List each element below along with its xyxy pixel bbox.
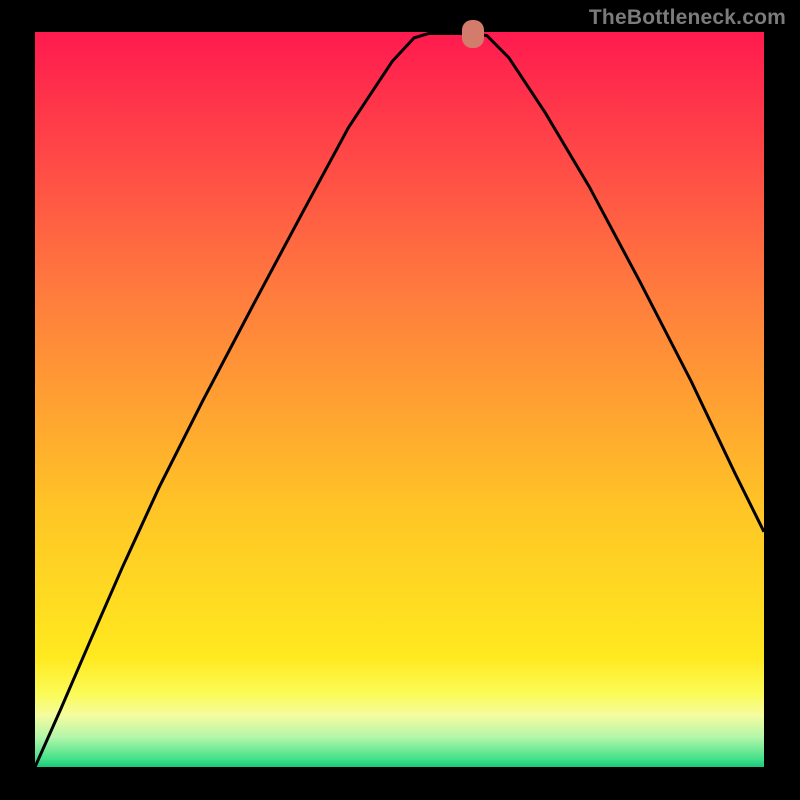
optimum-marker (462, 20, 484, 48)
bottleneck-curve (35, 33, 764, 767)
curve-svg (35, 32, 764, 767)
gradient-plot-area (35, 32, 764, 767)
watermark-text: TheBottleneck.com (589, 6, 786, 30)
